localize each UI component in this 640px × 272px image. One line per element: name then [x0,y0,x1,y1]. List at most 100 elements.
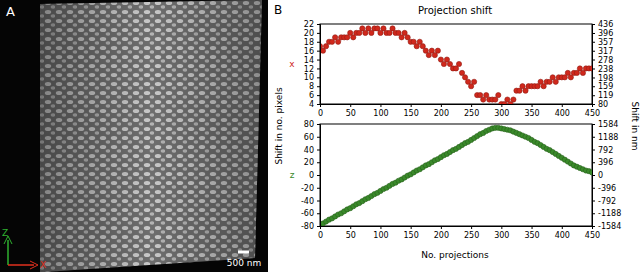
tick-mark [317,33,320,34]
tick-label: 16 [304,47,314,56]
tick-mark [592,51,595,52]
axis-line [321,227,593,230]
axis: 46810121416182022 [304,20,321,109]
tick-label: 1584 [598,120,618,129]
tick: 40 [304,146,320,155]
tick-mark [317,124,320,125]
tick-mark [501,226,502,229]
tick: 278 [592,56,613,65]
tick-label: 60 [304,133,314,142]
sample-shading [40,0,262,272]
tick-mark [592,104,595,105]
tick-mark [592,77,595,78]
axis-line [593,125,596,227]
tick: 300 [494,226,509,240]
tick-mark [317,51,320,52]
tick-label: 396 [598,158,613,167]
panel-a: A500 nmZX [0,0,268,272]
data-point [589,66,592,71]
tick-label: 4 [309,100,314,109]
tick-label: 400 [555,231,570,240]
tick-label: 317 [598,47,613,56]
tick: 0 [309,171,320,180]
tick-mark [317,175,320,176]
tick-mark [317,24,320,25]
plot-frame [320,24,592,104]
tick-label: 14 [304,56,314,65]
y-axis-title: Shift in no. pixels [274,87,284,164]
panel-label: B [274,3,282,17]
tick-mark [380,226,381,229]
tick-mark [592,33,595,34]
tick-mark [317,42,320,43]
axis: 050100150200250300350400450 [318,226,600,240]
tick-label: 250 [464,231,479,240]
tick-mark [562,104,563,107]
series-label: x [289,59,295,69]
tick: -80 [301,222,320,231]
tick-mark [592,68,595,69]
data-point [589,170,592,175]
tick-label: -1188 [598,209,621,218]
tick-mark [317,95,320,96]
axis-label-x: X [40,260,46,270]
tick-mark [350,104,351,107]
axis: -1584-1188-792-396039679211881584 [592,120,621,231]
data-point [435,48,440,53]
tick-mark [592,137,595,138]
tick-mark [592,95,595,96]
tick-mark [317,213,320,214]
tick-label: 250 [464,109,479,118]
tick: 436 [592,20,613,29]
tick: 150 [404,226,419,240]
tick-label: 119 [598,91,613,100]
tick-mark [592,150,595,151]
tick: -1188 [592,209,621,218]
tick-label: 50 [346,109,356,118]
tick-label: 80 [304,120,314,129]
data-point [472,79,477,84]
tick-label: 0 [318,231,323,240]
tick: 400 [555,104,570,118]
axis-line [317,125,321,227]
tick: 0 [318,226,323,240]
tick-label: 6 [309,91,314,100]
tick: 18 [304,38,320,47]
tick: 16 [304,47,320,56]
tick: 1584 [592,120,618,129]
tick: 20 [304,29,320,38]
tick-label: 100 [373,231,388,240]
tick-mark [592,175,595,176]
tick-label: 200 [434,231,449,240]
tick: 1188 [592,133,618,142]
tick: 100 [373,226,388,240]
tick: 150 [404,104,419,118]
tick-mark [317,104,320,105]
tick-label: 80 [598,100,608,109]
tick: 100 [373,104,388,118]
tick-mark [592,124,595,125]
tick-mark [317,60,320,61]
tick-label: -60 [301,209,314,218]
tick: 4 [309,100,320,109]
tick-mark [317,77,320,78]
tick: 350 [524,226,539,240]
tick-label: 1188 [598,133,618,142]
tick-label: 20 [304,29,314,38]
chart: z050100150200250300350400450-80-60-40-20… [290,120,622,240]
tick-mark [592,42,595,43]
tick-mark [317,86,320,87]
chart: x050100150200250300350400450468101214161… [289,20,613,118]
tick-mark [350,226,351,229]
axis-line [317,25,321,105]
tick: 400 [555,226,570,240]
tick: 20 [304,158,320,167]
axis-line [321,105,593,108]
tick-label: 150 [404,109,419,118]
y2-axis-title: Shift in nm [630,102,640,151]
tick-mark [317,162,320,163]
tick-mark [317,68,320,69]
tick-label: 278 [598,56,613,65]
tick: -396 [592,184,616,193]
tick: 357 [592,38,613,47]
